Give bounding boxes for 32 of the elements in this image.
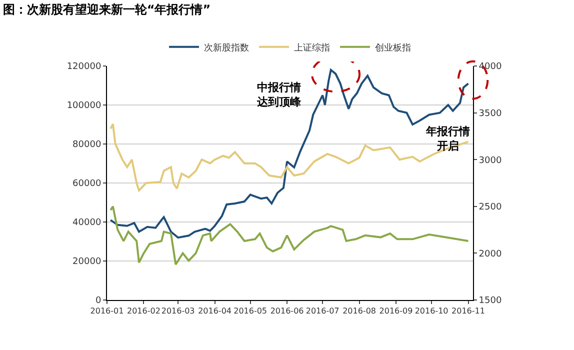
y-tick-label: 100000 [66,101,102,112]
x-tick-label: 2016-09 [379,306,413,316]
y-tick-label: 120000 [66,62,102,72]
y2-tick-label: 3500 [478,108,502,119]
y-tick-label: 20000 [72,257,102,268]
legend-label: 创业板指 [375,42,411,54]
x-tick-label: 2016-04 [198,306,232,316]
y-tick-label: 0 [95,296,102,306]
y2-tick-label: 2000 [478,249,502,260]
x-tick-label: 2016-05 [234,306,268,316]
x-tick-label: 2016-11 [452,306,485,316]
x-tick-label: 2016-08 [342,306,376,316]
y2-tick-label: 3000 [478,156,502,166]
legend-label: 上证综指 [294,42,330,54]
x-tick-label: 2016-06 [270,306,304,316]
line-series [110,205,470,266]
chart-title: 图：次新股有望迎来新一轮“年报行情” [2,2,211,17]
y2-tick-label: 1500 [478,296,502,306]
legend-label: 次新股指数 [204,42,249,54]
y-tick-label: 80000 [72,140,102,150]
y-tick-label: 40000 [72,218,102,228]
line-series [110,123,470,192]
annotation: 中报行情达到顶峰 [256,81,302,108]
x-tick-label: 2016-02 [127,306,160,316]
annotation: 年报行情开启 [425,125,470,152]
x-tick-label: 2016-07 [306,306,340,316]
y-tick-label: 60000 [72,179,102,190]
x-tick-label: 2016-01 [90,306,124,316]
y2-tick-label: 2500 [478,202,502,213]
y2-tick-label: 4000 [478,62,502,72]
x-tick-label: 2016-03 [161,306,195,316]
x-tick-label: 2016-10 [414,306,448,316]
